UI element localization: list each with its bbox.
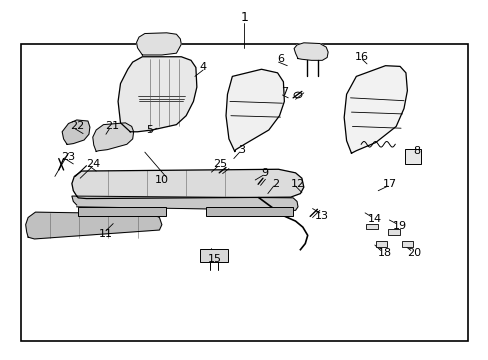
Text: 14: 14 (367, 214, 381, 224)
Text: 12: 12 (290, 179, 305, 189)
Polygon shape (72, 196, 297, 210)
Text: 11: 11 (99, 229, 113, 239)
Text: 23: 23 (61, 152, 75, 162)
Text: 10: 10 (155, 175, 168, 185)
FancyBboxPatch shape (78, 207, 165, 216)
Text: 7: 7 (280, 87, 287, 98)
Text: 8: 8 (413, 147, 420, 157)
Text: 5: 5 (146, 125, 153, 135)
Polygon shape (225, 69, 284, 152)
Text: 18: 18 (377, 248, 391, 258)
FancyBboxPatch shape (401, 242, 412, 247)
FancyBboxPatch shape (205, 207, 292, 216)
Text: 6: 6 (277, 54, 284, 64)
Text: 9: 9 (261, 168, 268, 178)
Text: 20: 20 (407, 248, 421, 258)
Polygon shape (293, 43, 327, 60)
Text: 4: 4 (199, 63, 206, 72)
Text: 25: 25 (213, 159, 227, 169)
Polygon shape (26, 212, 162, 239)
Text: 15: 15 (208, 253, 222, 264)
Text: 21: 21 (105, 121, 119, 131)
FancyBboxPatch shape (200, 249, 227, 262)
Text: 2: 2 (272, 179, 279, 189)
Polygon shape (136, 33, 181, 55)
Polygon shape (118, 57, 197, 132)
Text: 17: 17 (383, 179, 397, 189)
Polygon shape (62, 120, 90, 144)
FancyBboxPatch shape (404, 149, 420, 164)
Text: 24: 24 (85, 159, 100, 169)
Polygon shape (344, 66, 407, 153)
FancyBboxPatch shape (366, 224, 377, 229)
FancyBboxPatch shape (387, 229, 399, 235)
Text: 3: 3 (238, 145, 245, 155)
Polygon shape (93, 123, 133, 152)
Text: 22: 22 (69, 121, 84, 131)
Text: 13: 13 (315, 211, 328, 221)
FancyBboxPatch shape (375, 242, 386, 247)
Text: 19: 19 (392, 221, 407, 231)
Text: 1: 1 (240, 11, 248, 24)
Polygon shape (72, 169, 303, 199)
Text: 16: 16 (354, 52, 368, 62)
